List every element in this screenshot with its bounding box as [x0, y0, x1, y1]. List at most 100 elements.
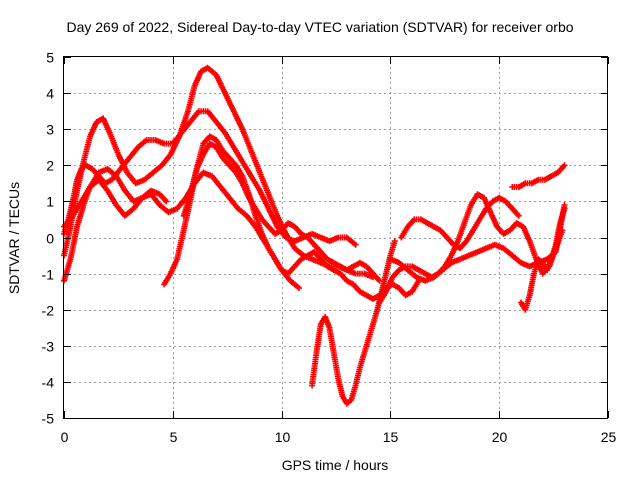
data-point — [206, 66, 209, 70]
data-point — [397, 261, 401, 264]
data-point — [380, 290, 383, 293]
data-point — [143, 178, 146, 181]
data-point — [215, 73, 218, 77]
data-point — [550, 258, 553, 261]
data-point — [300, 232, 303, 236]
data-point — [491, 200, 494, 203]
data-point — [280, 268, 283, 272]
data-point — [537, 178, 540, 181]
data-point — [234, 171, 238, 174]
data-point — [223, 131, 227, 134]
data-point — [313, 243, 316, 246]
data-point — [482, 196, 486, 199]
data-point — [426, 221, 429, 225]
data-point — [167, 211, 170, 214]
data-point — [556, 171, 560, 174]
data-point — [378, 301, 381, 304]
data-point — [208, 135, 211, 138]
series-11 — [509, 162, 568, 190]
data-point — [332, 261, 335, 264]
data-point — [158, 193, 161, 196]
data-point — [458, 247, 462, 250]
data-point — [236, 207, 240, 210]
data-point — [182, 214, 185, 217]
data-point — [354, 384, 357, 387]
data-point — [169, 272, 172, 275]
data-point — [519, 301, 523, 304]
data-point — [411, 265, 414, 268]
data-point — [223, 91, 227, 95]
data-point — [424, 279, 427, 282]
data-point — [267, 225, 270, 228]
data-point — [502, 247, 505, 250]
data-point — [484, 207, 488, 210]
data-point — [541, 261, 544, 264]
plot-points — [61, 64, 568, 407]
x-axis-label: GPS time / hours — [282, 457, 389, 473]
data-point — [169, 153, 172, 156]
data-point — [115, 174, 118, 178]
data-point — [202, 153, 205, 156]
data-point — [110, 178, 114, 181]
data-point — [247, 196, 251, 199]
data-point — [476, 193, 479, 196]
data-point — [554, 243, 557, 246]
data-point — [339, 272, 342, 275]
data-point — [521, 225, 525, 228]
data-point — [260, 218, 264, 221]
data-point — [328, 326, 331, 329]
data-point — [524, 308, 527, 311]
data-point — [432, 276, 436, 279]
data-point — [276, 214, 279, 217]
data-point — [193, 84, 196, 88]
y-tick-label: -5 — [42, 411, 55, 427]
data-point — [141, 196, 144, 199]
data-point — [232, 110, 235, 113]
data-point — [406, 225, 409, 228]
data-point — [365, 294, 368, 297]
data-point — [323, 315, 327, 319]
data-point — [215, 120, 218, 124]
data-point — [241, 182, 244, 185]
data-point — [545, 268, 549, 272]
data-point — [563, 207, 566, 210]
data-point — [293, 225, 296, 228]
y-tick-label: -3 — [42, 339, 55, 355]
data-point — [319, 322, 322, 326]
data-point — [458, 258, 462, 261]
data-point — [197, 110, 201, 113]
data-point — [125, 171, 129, 174]
data-point — [149, 189, 153, 192]
data-point — [332, 268, 335, 272]
data-point — [463, 221, 466, 225]
data-point — [310, 384, 314, 387]
data-point — [452, 243, 455, 246]
data-point — [132, 200, 135, 203]
series-8 — [376, 191, 566, 306]
data-point — [189, 120, 192, 124]
data-point — [115, 203, 118, 207]
data-point — [393, 239, 396, 243]
data-point — [134, 182, 137, 185]
data-point — [476, 250, 479, 254]
data-point — [228, 156, 231, 160]
data-point — [160, 164, 164, 167]
y-tick-label: 1 — [46, 194, 54, 210]
data-point — [471, 229, 475, 232]
data-point — [260, 232, 264, 236]
data-point — [293, 247, 296, 250]
data-point — [206, 110, 209, 113]
data-point — [310, 258, 314, 261]
data-point — [511, 207, 514, 210]
data-point — [228, 196, 231, 199]
data-point — [241, 174, 244, 178]
data-point — [524, 182, 527, 185]
data-point — [358, 290, 362, 293]
data-point — [337, 236, 340, 239]
data-point — [415, 276, 418, 279]
data-point — [515, 221, 518, 225]
data-point — [88, 185, 92, 189]
data-point — [228, 164, 231, 167]
data-point — [450, 254, 453, 257]
